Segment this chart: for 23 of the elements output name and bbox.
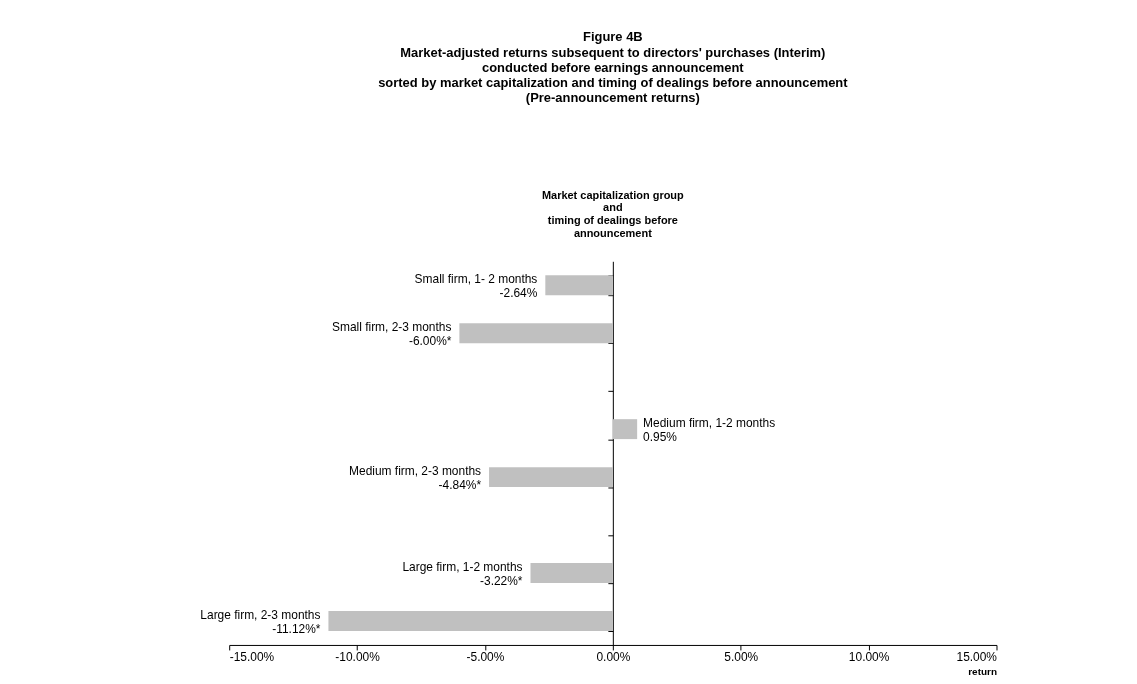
x-tick-label: 10.00% [848,650,890,665]
x-axis-title: return [968,666,997,678]
x-tick-label: -15.00% [229,650,275,665]
y-axis-title: Market capitalization group and timing of dealings before announcement [541,188,685,240]
data-label: 0.95% [643,430,678,445]
y-tick-label: Small firm, 1- 2 months [414,272,538,287]
data-label: -11.12%* [272,621,321,636]
data-label: -3.22%* [480,573,523,588]
x-tick-label: 0.00% [596,650,631,665]
x-tick-label: -5.00% [466,650,505,665]
y-tick-label: Small firm, 2-3 months [332,320,452,335]
y-tick-label: Large firm, 1-2 months [402,560,523,575]
chart-subtitle: Market-adjusted returns subsequent to directors' purchases (Interim) conducted before earnings announcement sorted by market capitalization and timing of dealings before announcement (Pre-announcement returns) [378,45,849,105]
chart-title: Figure 4B [583,29,643,45]
x-tick-label: 15.00% [956,650,998,665]
x-tick-label: -10.00% [335,650,381,665]
y-tick-label: Large firm, 2-3 months [200,607,321,622]
data-label: -6.00%* [408,334,452,349]
x-tick-label: 5.00% [724,650,759,665]
data-label: -2.64% [499,286,538,301]
data-label: -4.84%* [438,478,482,493]
y-tick-label: Medium firm, 1-2 months [643,416,776,431]
y-tick-label: Medium firm, 2-3 months [349,464,482,479]
